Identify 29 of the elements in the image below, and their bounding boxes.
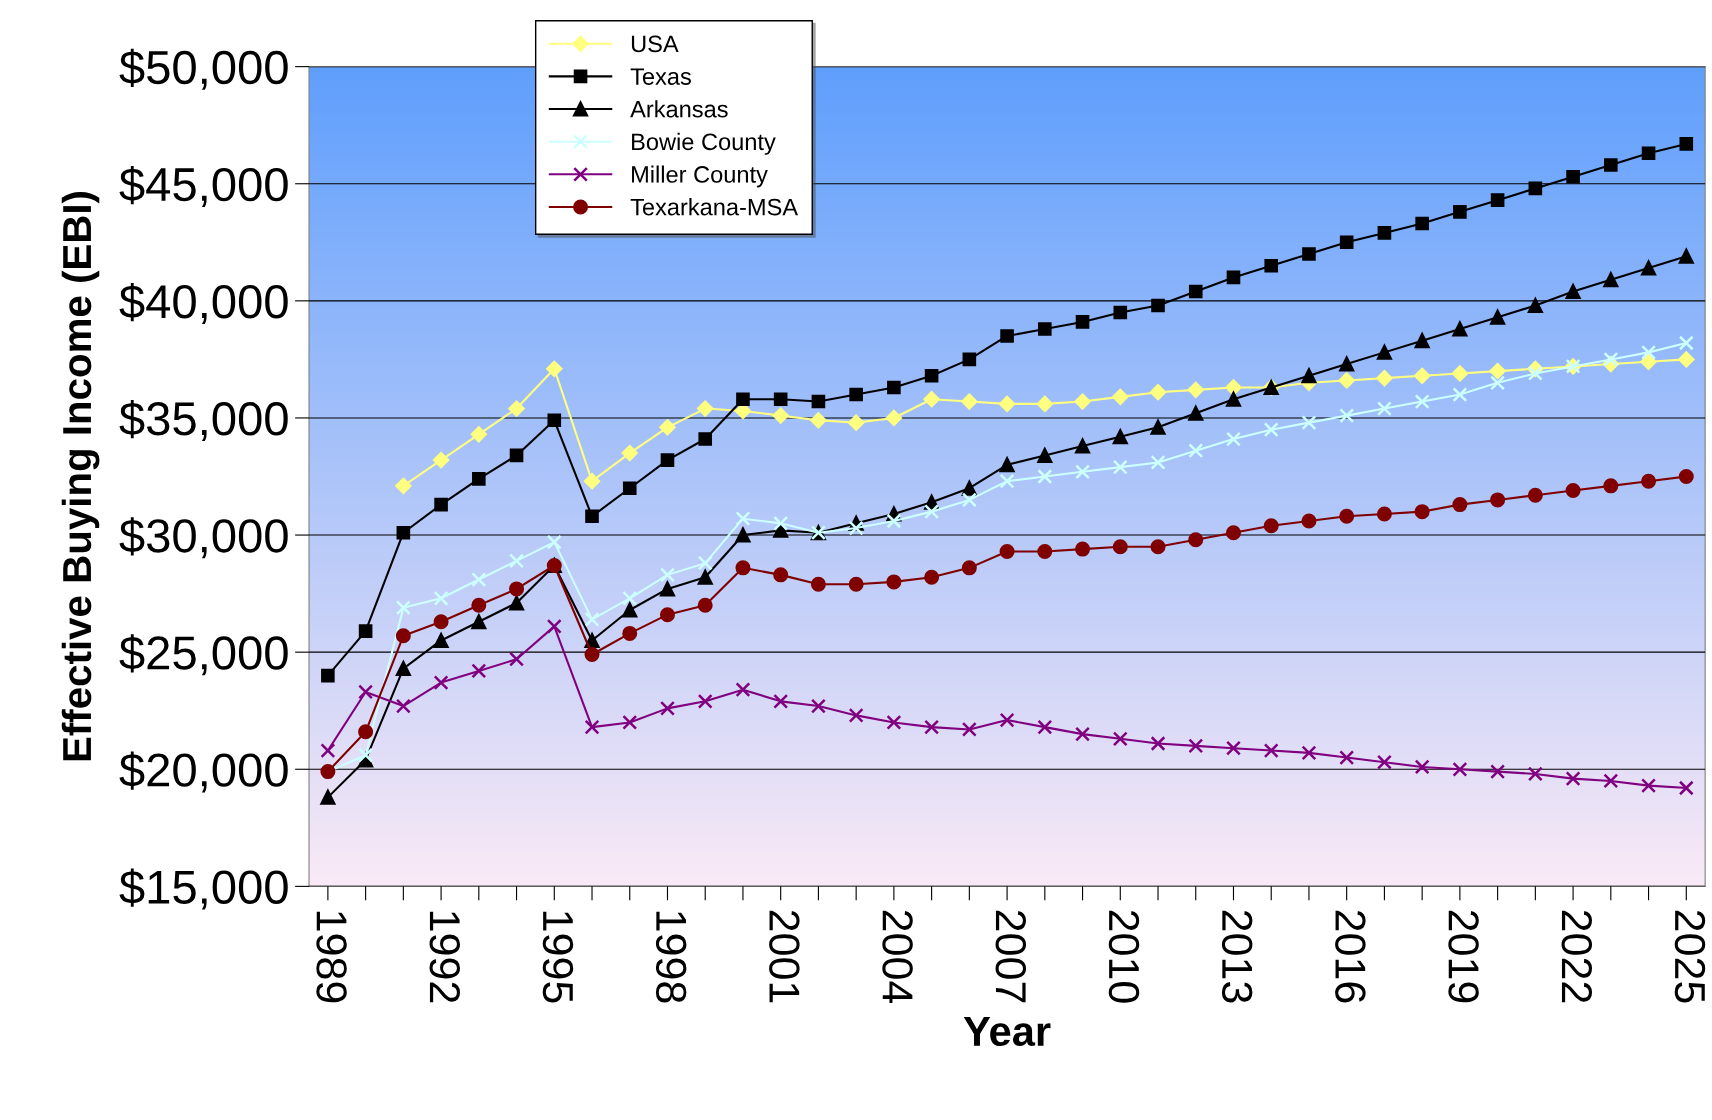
y-tick-label: $15,000 [119, 868, 288, 910]
x-tick-label: 1989 [316, 911, 347, 1003]
x-tick-label: 2010 [1108, 910, 1140, 1003]
legend-label: Texas [630, 68, 691, 85]
x-tick-label: 2022 [1561, 910, 1593, 1003]
legend-label: Texarkana-MSA [630, 198, 799, 216]
x-axis-title: Year [963, 1017, 1051, 1047]
x-tick-label: 2019 [1448, 910, 1479, 1003]
legend-label: Miller County [632, 165, 768, 188]
x-tick-label: 1998 [655, 911, 687, 1003]
x-tick-label: 2004 [882, 910, 913, 1004]
legend-label: USA [631, 35, 679, 53]
legend-label: Arkansas [630, 100, 728, 118]
x-tick-label: 1995 [542, 911, 574, 1003]
y-tick-label: $40,000 [119, 283, 288, 324]
y-tick-label: $20,000 [119, 751, 288, 793]
y-tick-label: $45,000 [119, 165, 288, 207]
y-tick-label: $35,000 [119, 400, 288, 442]
x-tick-label: 2007 [995, 910, 1027, 1003]
y-tick-label: $30,000 [119, 517, 288, 559]
y-tick-label: $25,000 [119, 634, 288, 676]
legend-label: Bowie County [632, 132, 776, 155]
y-axis-title: Effective Buying Income (EBI) [61, 192, 100, 761]
x-tick-label: 2001 [769, 910, 800, 1003]
x-tick-label: 1992 [429, 911, 461, 1003]
x-tick-label: 2013 [1221, 910, 1253, 1003]
x-tick-label: 2016 [1335, 910, 1366, 1003]
x-tick-label: 2025 [1674, 910, 1706, 1003]
y-tick-label: $50,000 [119, 48, 288, 90]
